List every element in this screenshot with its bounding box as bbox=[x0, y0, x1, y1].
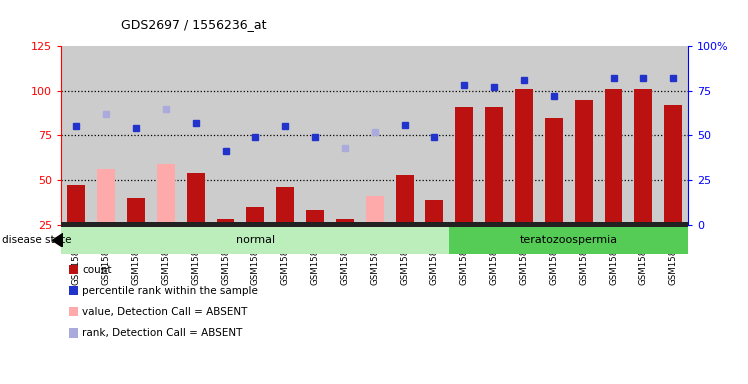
Text: count: count bbox=[82, 265, 111, 275]
Bar bbox=[515, 89, 533, 225]
Bar bbox=[426, 200, 444, 225]
Text: rank, Detection Call = ABSENT: rank, Detection Call = ABSENT bbox=[82, 328, 242, 338]
Bar bbox=[61, 227, 450, 254]
Bar bbox=[187, 173, 205, 225]
Bar bbox=[336, 219, 354, 225]
Bar bbox=[574, 100, 592, 225]
Bar bbox=[634, 89, 652, 225]
Bar bbox=[396, 175, 414, 225]
Text: teratozoospermia: teratozoospermia bbox=[520, 235, 618, 245]
Bar bbox=[485, 107, 503, 225]
Bar bbox=[276, 187, 294, 225]
Text: disease state: disease state bbox=[2, 235, 72, 245]
Bar bbox=[157, 164, 175, 225]
Text: value, Detection Call = ABSENT: value, Detection Call = ABSENT bbox=[82, 307, 248, 317]
Bar bbox=[246, 207, 264, 225]
Bar bbox=[545, 118, 562, 225]
Polygon shape bbox=[52, 233, 63, 247]
Bar bbox=[450, 227, 688, 254]
Bar bbox=[97, 169, 115, 225]
Bar bbox=[217, 219, 234, 225]
Bar bbox=[127, 198, 145, 225]
Bar bbox=[306, 210, 324, 225]
Bar bbox=[604, 89, 622, 225]
Bar bbox=[67, 185, 85, 225]
Bar bbox=[664, 105, 682, 225]
Bar bbox=[366, 196, 384, 225]
Text: GDS2697 / 1556236_at: GDS2697 / 1556236_at bbox=[121, 18, 267, 31]
Text: percentile rank within the sample: percentile rank within the sample bbox=[82, 286, 258, 296]
Bar bbox=[456, 107, 473, 225]
Text: normal: normal bbox=[236, 235, 275, 245]
